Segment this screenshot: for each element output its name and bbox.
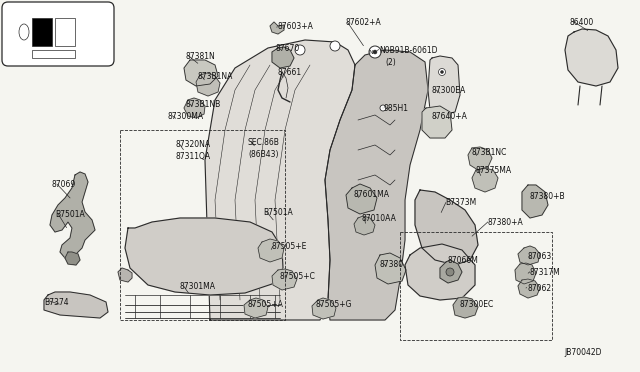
Polygon shape — [405, 244, 475, 300]
Circle shape — [295, 45, 305, 55]
Text: (86B43): (86B43) — [248, 150, 278, 159]
Polygon shape — [472, 168, 498, 192]
Text: 87301MA: 87301MA — [180, 282, 216, 291]
Circle shape — [440, 71, 444, 74]
Polygon shape — [272, 269, 297, 290]
Polygon shape — [65, 252, 80, 265]
Text: 87311QA: 87311QA — [176, 152, 211, 161]
Polygon shape — [522, 185, 548, 218]
Text: B7374: B7374 — [44, 298, 68, 307]
Text: B7373M: B7373M — [445, 198, 476, 207]
Text: 87505+E: 87505+E — [272, 242, 307, 251]
Text: 87505+C: 87505+C — [280, 272, 316, 281]
Text: 87320NA: 87320NA — [176, 140, 211, 149]
Bar — [32, 18, 52, 46]
Text: 985H1: 985H1 — [383, 104, 408, 113]
Text: 87317M: 87317M — [530, 268, 561, 277]
Text: 87670: 87670 — [276, 44, 300, 53]
Text: 87010AA: 87010AA — [362, 214, 397, 223]
Polygon shape — [422, 106, 452, 138]
Text: N0B91B-6061D: N0B91B-6061D — [379, 46, 438, 55]
Text: 86400: 86400 — [569, 18, 593, 27]
Circle shape — [330, 41, 340, 51]
Text: 87505+A: 87505+A — [248, 300, 284, 309]
Text: 87069: 87069 — [52, 180, 76, 189]
FancyBboxPatch shape — [2, 2, 114, 66]
Circle shape — [380, 105, 386, 111]
Text: SEC.86B: SEC.86B — [248, 138, 280, 147]
Polygon shape — [50, 172, 95, 258]
Bar — [32, 50, 75, 58]
Text: 87300EA: 87300EA — [432, 86, 467, 95]
Text: 87603+A: 87603+A — [278, 22, 314, 31]
Polygon shape — [346, 184, 377, 214]
Polygon shape — [565, 29, 618, 86]
Ellipse shape — [19, 24, 29, 40]
Polygon shape — [354, 216, 375, 235]
Bar — [120, 130, 285, 320]
Text: 87381N: 87381N — [185, 52, 215, 61]
Polygon shape — [440, 260, 462, 283]
Text: 87063: 87063 — [527, 252, 551, 261]
Text: (2): (2) — [385, 58, 396, 67]
Text: 87601MA: 87601MA — [354, 190, 390, 199]
Text: 87640+A: 87640+A — [432, 112, 468, 121]
Text: 87505+G: 87505+G — [316, 300, 353, 309]
Polygon shape — [118, 268, 132, 282]
Text: 873B1NC: 873B1NC — [472, 148, 508, 157]
Polygon shape — [312, 298, 336, 319]
Text: 87066M: 87066M — [447, 256, 478, 265]
Text: 873B1NB: 873B1NB — [186, 100, 221, 109]
Circle shape — [438, 68, 445, 76]
Text: B7501A: B7501A — [55, 210, 84, 219]
Polygon shape — [196, 73, 220, 96]
Text: 87380: 87380 — [380, 260, 404, 269]
Polygon shape — [468, 147, 492, 170]
Text: 87375MA: 87375MA — [475, 166, 511, 175]
Polygon shape — [258, 239, 284, 262]
Polygon shape — [205, 40, 355, 320]
Polygon shape — [184, 98, 205, 118]
Polygon shape — [244, 298, 268, 318]
Circle shape — [446, 268, 454, 276]
Polygon shape — [44, 292, 108, 318]
Text: 87300EC: 87300EC — [460, 300, 494, 309]
Polygon shape — [415, 190, 478, 265]
Text: 87602+A: 87602+A — [345, 18, 381, 27]
Polygon shape — [325, 50, 428, 320]
Polygon shape — [515, 263, 536, 284]
Polygon shape — [272, 47, 294, 68]
Polygon shape — [375, 253, 406, 284]
Polygon shape — [428, 56, 460, 115]
Circle shape — [373, 50, 377, 54]
Text: JB70042D: JB70042D — [564, 348, 602, 357]
Circle shape — [369, 46, 381, 58]
Text: 87062: 87062 — [527, 284, 551, 293]
Text: 87661: 87661 — [278, 68, 302, 77]
Polygon shape — [184, 60, 218, 86]
Polygon shape — [125, 218, 283, 295]
Text: N: N — [369, 49, 373, 55]
Polygon shape — [270, 22, 284, 34]
Polygon shape — [453, 297, 478, 318]
Bar — [400, 232, 552, 340]
Text: 87300MA: 87300MA — [167, 112, 203, 121]
Text: B7501A: B7501A — [263, 208, 292, 217]
Bar — [55, 18, 75, 46]
Text: 87380+B: 87380+B — [530, 192, 566, 201]
Polygon shape — [518, 246, 540, 265]
Text: 87380+A: 87380+A — [488, 218, 524, 227]
Text: 873B1NA: 873B1NA — [198, 72, 234, 81]
Polygon shape — [518, 279, 540, 298]
